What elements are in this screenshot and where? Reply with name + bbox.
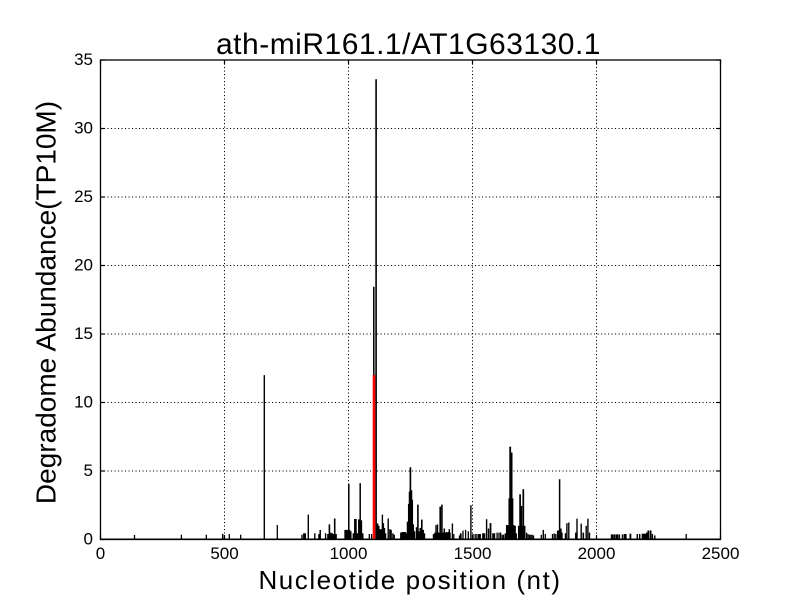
svg-text:35: 35 — [74, 50, 93, 69]
svg-text:Nucleotide position (nt): Nucleotide position (nt) — [258, 565, 561, 595]
svg-text:25: 25 — [74, 187, 93, 206]
svg-text:10: 10 — [74, 393, 93, 412]
svg-text:15: 15 — [74, 324, 93, 343]
svg-text:2500: 2500 — [702, 544, 740, 563]
svg-text:20: 20 — [74, 256, 93, 275]
svg-text:30: 30 — [74, 119, 93, 138]
svg-text:0: 0 — [96, 544, 105, 563]
svg-text:2000: 2000 — [578, 544, 616, 563]
svg-text:500: 500 — [210, 544, 238, 563]
svg-text:0: 0 — [84, 530, 93, 549]
svg-text:Degradome Abundance(TP10M): Degradome Abundance(TP10M) — [31, 101, 62, 504]
svg-text:1000: 1000 — [330, 544, 368, 563]
svg-text:ath-miR161.1/AT1G63130.1: ath-miR161.1/AT1G63130.1 — [216, 28, 601, 61]
svg-text:1500: 1500 — [454, 544, 492, 563]
svg-text:5: 5 — [84, 461, 93, 480]
